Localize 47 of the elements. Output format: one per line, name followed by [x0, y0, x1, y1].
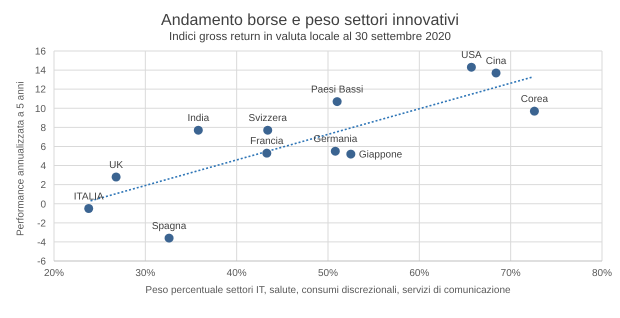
y-tick-label: 4 [40, 161, 46, 172]
y-tick-label: 0 [40, 199, 46, 210]
y-tick-label: 6 [40, 142, 46, 154]
annotation: Spagna [152, 221, 187, 232]
annotation: India [187, 113, 210, 124]
annotation: Svizzera [248, 113, 288, 124]
point [332, 97, 342, 106]
annotation: Giappone [358, 150, 403, 161]
y-tick-label: 8 [40, 122, 46, 134]
point [346, 150, 356, 159]
point [330, 146, 340, 156]
point [112, 172, 121, 182]
annotation: Paesi Bassi [311, 84, 364, 96]
annotation: UK [109, 160, 124, 171]
x-tick-label: 40% [226, 268, 247, 280]
point [262, 148, 272, 158]
chart-title: Andamento borse e peso settori innovativi [160, 11, 460, 30]
point [84, 204, 94, 214]
annotation: USA [461, 50, 482, 62]
x-tick-label: 70% [500, 268, 521, 280]
annotation: Corea [520, 94, 548, 106]
x-axis-title: Peso percentuale settori IT, salute, consumi discrezionali, servizi di comunicazione [145, 285, 512, 296]
point [164, 234, 174, 243]
annotation: Francia [250, 136, 284, 148]
annotation: Cina [486, 56, 507, 67]
y-tick-label: 16 [34, 46, 46, 58]
annotation: Germania [313, 134, 358, 146]
y-tick-label: 2 [40, 180, 46, 192]
y-tick-label: 14 [34, 66, 46, 77]
point [194, 126, 203, 135]
y-tick-label: -6 [37, 256, 46, 268]
y-tick-label: -2 [37, 218, 46, 230]
y-tick-label: 12 [34, 84, 46, 96]
y-tick-label: -4 [37, 237, 46, 248]
point [530, 106, 539, 116]
point [263, 126, 272, 135]
x-tick-label: 20% [44, 268, 64, 280]
x-tick-label: 30% [135, 268, 156, 280]
chart-subtitle: Indici gross return in valuta locale al 30 settembre 2020 [168, 31, 452, 43]
x-tick-label: 60% [409, 268, 430, 280]
annotation: ITALIA [74, 192, 104, 202]
point [466, 62, 476, 72]
point [492, 68, 501, 78]
y-tick-label: 10 [34, 104, 46, 115]
y-axis-title: Performance annualizzata a 5 anni [16, 81, 27, 236]
x-tick-label: 80% [592, 268, 612, 280]
x-tick-label: 50% [318, 268, 338, 280]
